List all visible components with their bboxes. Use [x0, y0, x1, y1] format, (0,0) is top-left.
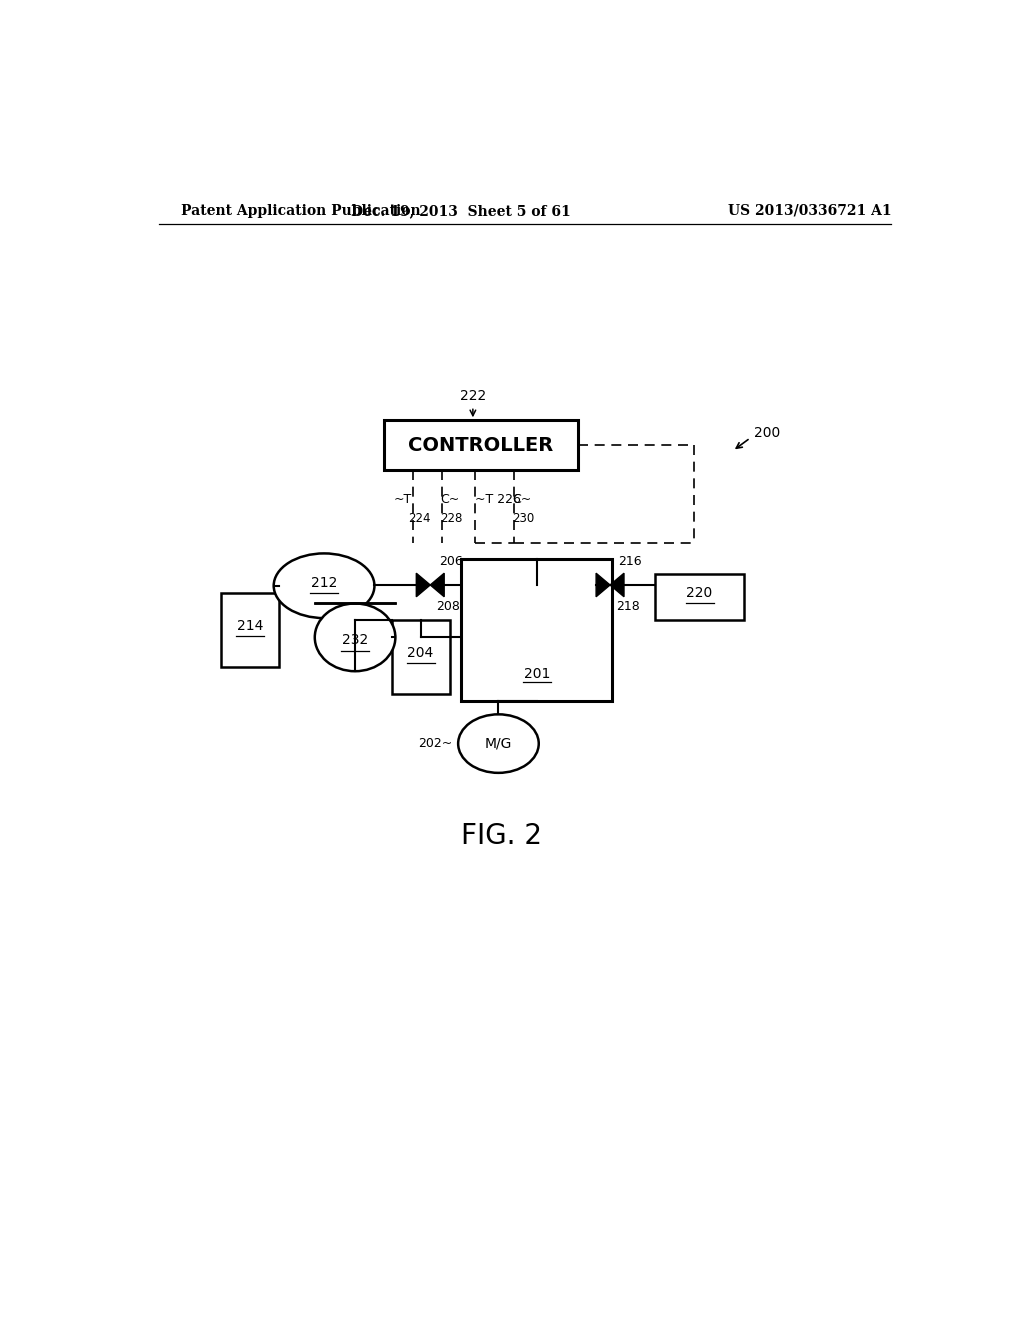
Polygon shape [417, 573, 430, 597]
Text: Dec. 19, 2013  Sheet 5 of 61: Dec. 19, 2013 Sheet 5 of 61 [351, 203, 571, 218]
FancyBboxPatch shape [391, 620, 450, 693]
FancyBboxPatch shape [461, 558, 612, 701]
Text: US 2013/0336721 A1: US 2013/0336721 A1 [728, 203, 892, 218]
Text: 218: 218 [616, 601, 640, 612]
Text: 224: 224 [409, 512, 431, 525]
Text: ~T: ~T [393, 492, 412, 506]
Ellipse shape [458, 714, 539, 774]
Text: M/G: M/G [484, 737, 512, 751]
Text: 228: 228 [440, 512, 463, 525]
Polygon shape [610, 573, 624, 597]
Text: 204: 204 [408, 645, 434, 660]
Polygon shape [596, 573, 610, 597]
Text: CONTROLLER: CONTROLLER [408, 436, 553, 454]
Text: 212: 212 [311, 576, 337, 590]
FancyBboxPatch shape [384, 420, 578, 470]
Text: Patent Application Publication: Patent Application Publication [180, 203, 420, 218]
Text: 230: 230 [512, 512, 535, 525]
FancyBboxPatch shape [655, 574, 744, 620]
Text: 206: 206 [439, 556, 463, 569]
Polygon shape [430, 573, 444, 597]
Text: C~: C~ [512, 492, 531, 506]
Ellipse shape [273, 553, 375, 618]
Ellipse shape [314, 603, 395, 671]
Text: 200: 200 [755, 425, 780, 440]
Text: 222: 222 [460, 389, 486, 404]
FancyBboxPatch shape [221, 594, 280, 667]
Text: FIG. 2: FIG. 2 [461, 822, 542, 850]
Text: C~: C~ [440, 492, 460, 506]
Text: 202~: 202~ [418, 737, 452, 750]
Text: ~T 226: ~T 226 [475, 492, 521, 506]
Text: 216: 216 [617, 556, 641, 569]
Text: 201: 201 [523, 668, 550, 681]
Text: 232: 232 [342, 634, 369, 647]
Text: 214: 214 [237, 619, 263, 634]
Text: 208: 208 [436, 601, 461, 612]
Text: 220: 220 [686, 586, 713, 601]
